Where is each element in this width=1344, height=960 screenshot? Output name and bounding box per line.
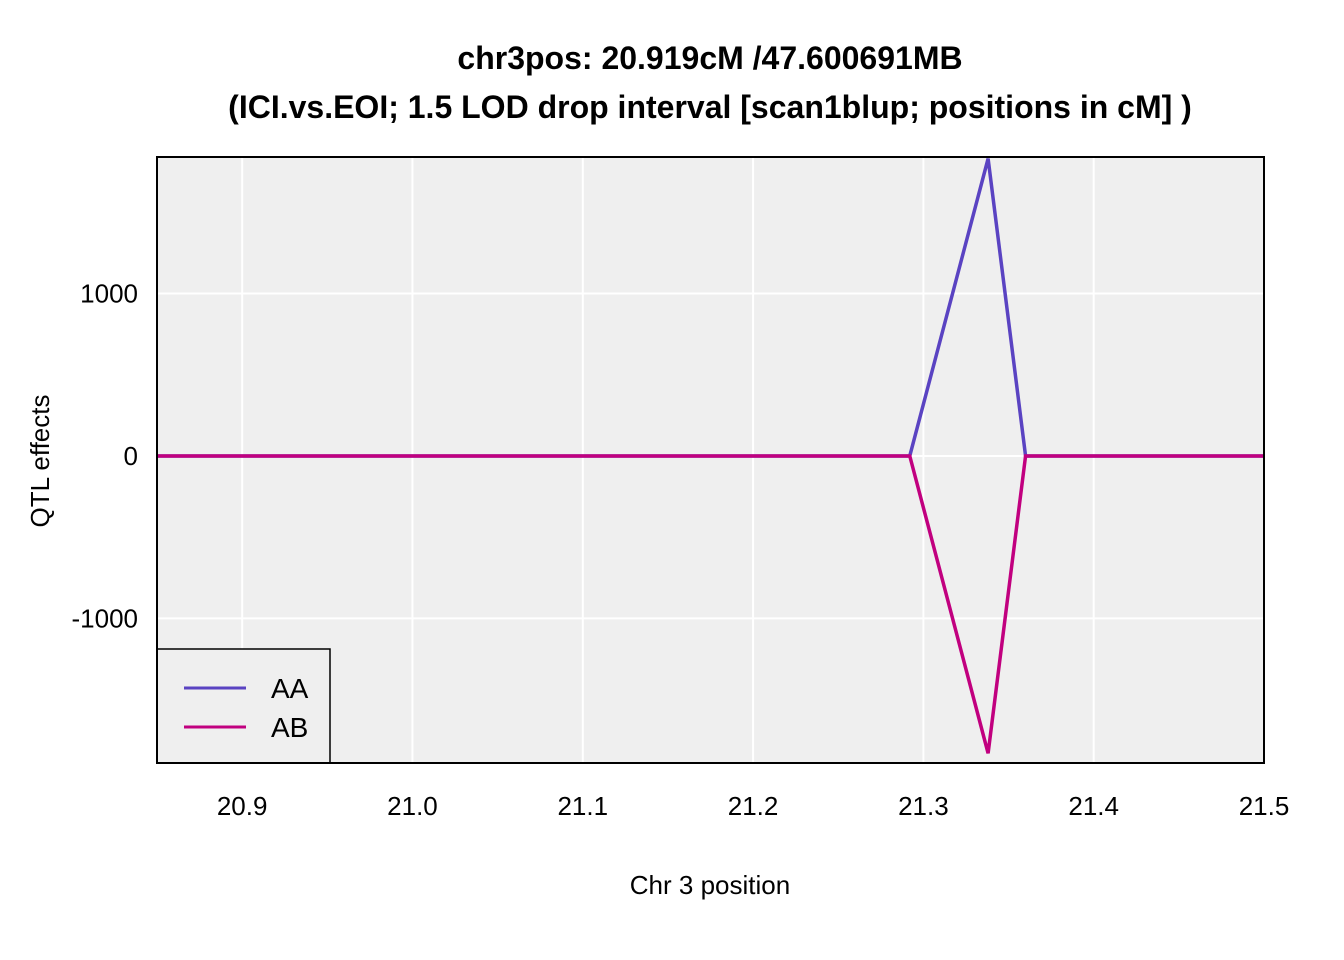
chart-title-line2: (ICI.vs.EOI; 1.5 LOD drop interval [scan…	[228, 89, 1192, 125]
y-tick-labels: 1000 0 -1000	[72, 278, 139, 633]
x-tick-label-4: 21.3	[898, 791, 949, 821]
y-axis-label: QTL effects	[25, 395, 55, 528]
y-tick-label-0: 1000	[80, 278, 138, 308]
x-tick-label-1: 21.0	[387, 791, 438, 821]
x-tick-label-6: 21.5	[1239, 791, 1290, 821]
x-axis-label: Chr 3 position	[630, 870, 790, 900]
x-tick-label-3: 21.2	[728, 791, 779, 821]
y-tick-label-1: 0	[124, 441, 138, 471]
chart-title-line1: chr3pos: 20.919cM /47.600691MB	[457, 40, 962, 76]
plot-border	[156, 156, 1265, 764]
x-gridlines	[241, 157, 1095, 763]
series-lines	[157, 158, 1264, 754]
x-tick-label-2: 21.1	[557, 791, 608, 821]
legend-label-aa: AA	[271, 673, 309, 704]
x-tick-label-5: 21.4	[1068, 791, 1119, 821]
series-line-ab	[157, 454, 1264, 754]
legend: AA AB	[156, 648, 331, 764]
legend-label-ab: AB	[271, 712, 308, 743]
legend-box	[156, 648, 331, 764]
plot-area-background	[157, 157, 1264, 763]
y-tick-label-2: -1000	[72, 603, 139, 633]
x-tick-label-0: 20.9	[217, 791, 268, 821]
x-tick-labels: 20.9 21.0 21.1 21.2 21.3 21.4 21.5	[217, 791, 1289, 821]
